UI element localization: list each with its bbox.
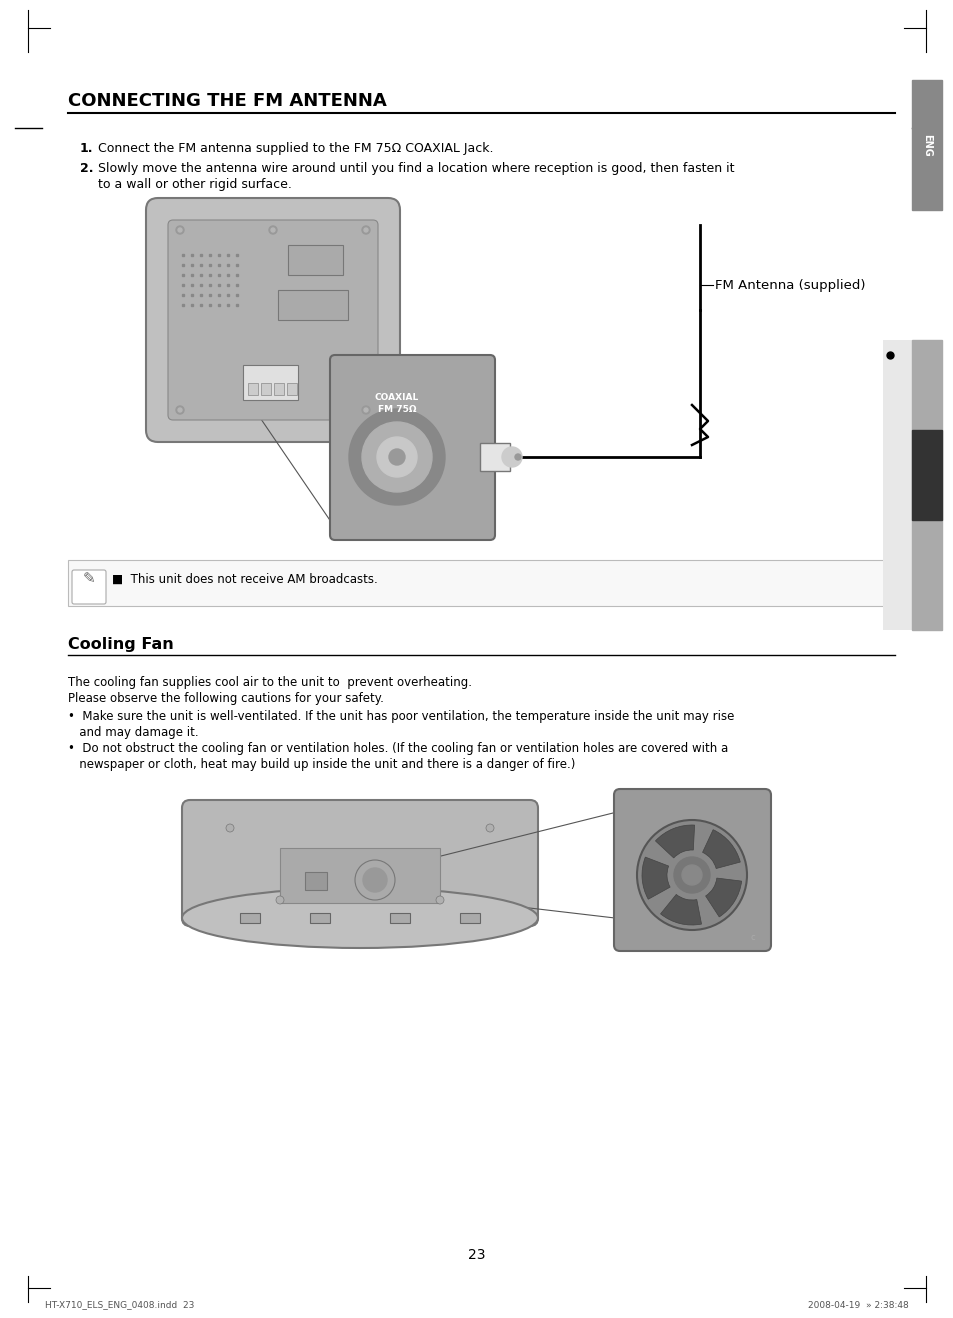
Text: Cooling Fan: Cooling Fan — [68, 637, 173, 652]
Wedge shape — [659, 895, 700, 925]
FancyBboxPatch shape — [330, 355, 495, 540]
Ellipse shape — [182, 888, 537, 948]
Circle shape — [501, 447, 521, 467]
Circle shape — [275, 896, 284, 904]
Text: newspaper or cloth, heat may build up inside the unit and there is a danger of f: newspaper or cloth, heat may build up in… — [68, 758, 575, 771]
Bar — [459, 913, 479, 923]
FancyBboxPatch shape — [614, 789, 770, 952]
Circle shape — [436, 896, 443, 904]
Text: and may damage it.: and may damage it. — [68, 726, 198, 739]
Text: ENG: ENG — [921, 133, 931, 157]
Bar — [390, 913, 410, 923]
Circle shape — [178, 228, 182, 232]
Circle shape — [271, 228, 274, 232]
FancyBboxPatch shape — [168, 220, 377, 420]
Wedge shape — [701, 830, 740, 869]
Circle shape — [376, 438, 416, 477]
FancyBboxPatch shape — [882, 340, 911, 630]
Text: 2.: 2. — [80, 162, 93, 175]
Circle shape — [226, 824, 233, 832]
Circle shape — [485, 824, 494, 832]
Circle shape — [355, 861, 395, 900]
Text: c: c — [750, 933, 755, 941]
Circle shape — [364, 409, 368, 413]
Bar — [274, 384, 284, 395]
Bar — [911, 340, 941, 630]
Text: Please observe the following cautions for your safety.: Please observe the following cautions fo… — [68, 692, 383, 705]
Wedge shape — [641, 857, 669, 899]
Bar — [243, 365, 297, 399]
FancyBboxPatch shape — [146, 198, 399, 442]
Text: to a wall or other rigid surface.: to a wall or other rigid surface. — [98, 178, 292, 191]
Bar — [248, 384, 257, 395]
Bar — [280, 847, 439, 903]
Circle shape — [637, 820, 746, 931]
Text: •  Make sure the unit is well-ventilated. If the unit has poor ventilation, the : • Make sure the unit is well-ventilated.… — [68, 710, 734, 724]
FancyBboxPatch shape — [182, 800, 537, 927]
Text: COAXIAL: COAXIAL — [375, 393, 418, 402]
Wedge shape — [655, 825, 694, 858]
Text: 2008-04-19  » 2:38:48: 2008-04-19 » 2:38:48 — [807, 1301, 908, 1310]
Circle shape — [349, 409, 444, 505]
Bar — [287, 384, 296, 395]
Circle shape — [269, 225, 276, 235]
Bar — [261, 384, 271, 395]
Bar — [68, 560, 897, 606]
Bar — [240, 913, 260, 923]
Bar — [277, 290, 348, 320]
Text: ■  This unit does not receive AM broadcasts.: ■ This unit does not receive AM broadcas… — [112, 572, 377, 585]
FancyBboxPatch shape — [71, 569, 106, 604]
Text: FM 75Ω: FM 75Ω — [377, 406, 416, 414]
Circle shape — [361, 225, 370, 235]
Text: FM Antenna (supplied): FM Antenna (supplied) — [714, 278, 864, 291]
Circle shape — [515, 453, 520, 460]
Circle shape — [681, 865, 701, 884]
Text: Connect the FM antenna supplied to the FM 75Ω COAXIAL Jack.: Connect the FM antenna supplied to the F… — [98, 142, 493, 156]
Text: Slowly move the antenna wire around until you find a location where reception is: Slowly move the antenna wire around unti… — [98, 162, 734, 175]
Circle shape — [673, 857, 709, 894]
Bar — [911, 80, 941, 210]
Text: 23: 23 — [468, 1248, 485, 1263]
Text: The cooling fan supplies cool air to the unit to  prevent overheating.: The cooling fan supplies cool air to the… — [68, 676, 472, 689]
Bar — [911, 430, 941, 521]
Circle shape — [361, 422, 432, 492]
Text: •  Do not obstruct the cooling fan or ventilation holes. (If the cooling fan or : • Do not obstruct the cooling fan or ven… — [68, 742, 727, 755]
Circle shape — [175, 406, 184, 414]
Text: HT-X710_ELS_ENG_0408.indd  23: HT-X710_ELS_ENG_0408.indd 23 — [45, 1301, 194, 1310]
Circle shape — [389, 449, 405, 465]
Bar — [310, 913, 330, 923]
Circle shape — [361, 406, 370, 414]
Bar — [305, 873, 327, 890]
Text: 1.: 1. — [80, 142, 93, 156]
Wedge shape — [705, 878, 740, 917]
Circle shape — [364, 228, 368, 232]
Circle shape — [363, 869, 387, 892]
Bar — [479, 443, 510, 471]
Circle shape — [178, 409, 182, 413]
Text: CONNECTING THE FM ANTENNA: CONNECTING THE FM ANTENNA — [68, 92, 386, 109]
Circle shape — [175, 225, 184, 235]
Text: CONNECTIONS: CONNECTIONS — [923, 452, 931, 518]
Text: ✎: ✎ — [83, 572, 95, 587]
Bar — [288, 245, 343, 275]
